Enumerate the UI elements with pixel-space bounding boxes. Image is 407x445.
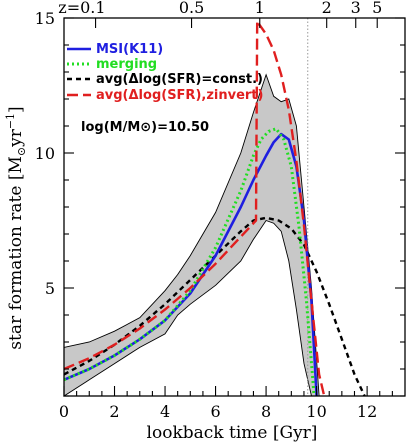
series-line-2 [63,216,366,397]
svg-text:star formation rate [M⊙yr−1]: star formation rate [M⊙yr−1] [4,106,28,349]
y-tick-label: 10 [35,144,55,163]
top-axis-label: 5 [372,0,382,17]
top-axis-label: 2 [322,0,332,17]
y-axis-label-sub: ⊙ [15,147,28,156]
top-axis-label: z=0.1 [58,0,105,17]
legend-label-msi: MSI(K11) [96,42,163,57]
y-axis-label-sup: −1 [4,113,17,129]
x-tick-label: 4 [160,402,170,421]
x-tick-label: 2 [109,402,119,421]
series-line-1 [63,127,316,397]
x-tick-label: 6 [210,402,220,421]
x-tick-label: 10 [306,402,326,421]
y-tick-label: 15 [35,9,55,28]
legend-label-merging: merging [96,57,157,72]
axis-ticks [63,17,405,397]
mass-annotation: log(M/M⊙)=10.50 [81,120,209,135]
y-axis-label-tail: yr [6,128,26,148]
x-tick-label: 8 [261,402,271,421]
legend-label-const: avg(Δlog(SFR)=const.) [96,72,263,87]
top-axis-label: 1 [255,0,265,17]
series-lines [63,19,366,397]
legend-label-zinvert: avg(Δlog(SFR),zinvert) [96,88,263,103]
x-axis-label: lookback time [Gyr] [147,423,318,443]
y-axis-label-close: ] [6,106,26,113]
y-axis-label: star formation rate [M⊙yr−1] [4,106,28,349]
y-tick-label: 5 [45,279,55,298]
top-axis-label: 3 [351,0,361,17]
y-axis-label-main: star formation rate [M [6,156,26,350]
x-tick-label: 0 [59,402,69,421]
legend: MSI(K11) merging avg(Δlog(SFR)=const.) a… [67,42,263,103]
series-line-3 [63,19,326,397]
top-axis-label: 0.5 [179,0,204,17]
x-tick-label: 12 [357,402,377,421]
